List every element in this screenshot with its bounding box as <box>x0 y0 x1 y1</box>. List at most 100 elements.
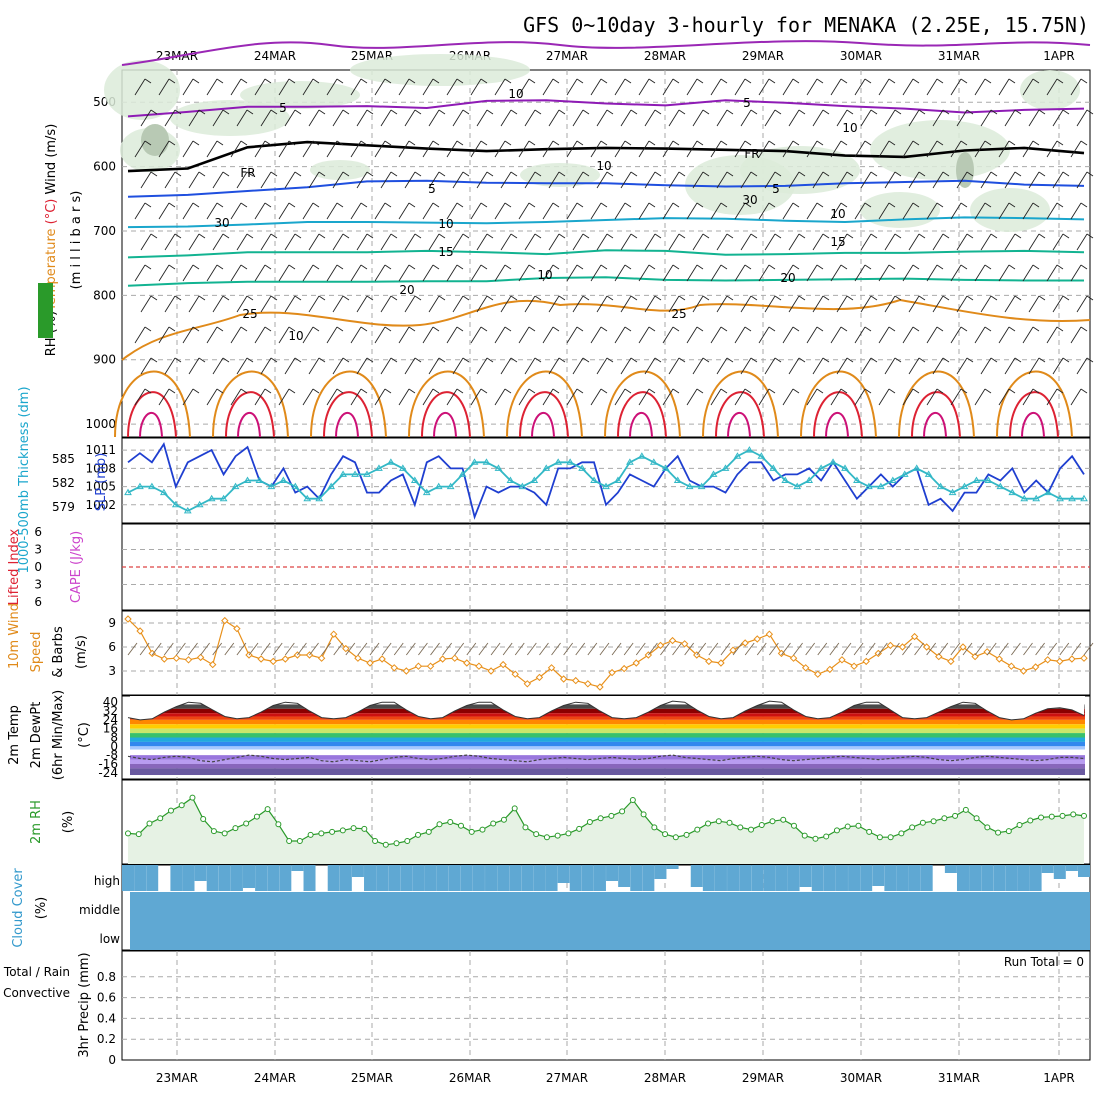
wind-speed-point <box>1043 656 1052 664</box>
cloud-high-bar <box>339 865 352 891</box>
wind-barb <box>284 171 296 189</box>
wind-barb <box>336 326 344 332</box>
contour-label: 10 <box>596 159 611 173</box>
thickness-point <box>769 464 778 471</box>
contour-label: 20 <box>780 271 795 285</box>
wind-barb <box>572 233 584 251</box>
wind-barb <box>782 202 794 220</box>
wind-barb <box>798 109 806 115</box>
wind-barb <box>870 233 878 239</box>
wind-barb <box>878 78 890 96</box>
wind-barb <box>1046 78 1058 96</box>
wind-barb <box>792 202 800 208</box>
wind-barb <box>596 295 608 313</box>
wind-barb <box>854 388 866 406</box>
rh-point <box>490 820 497 827</box>
rh-point <box>415 831 422 838</box>
thickness-point <box>685 482 694 490</box>
thickness-point <box>817 464 825 471</box>
wind-barb <box>288 78 296 84</box>
wind-barb <box>576 140 584 146</box>
wind-barb <box>798 233 806 239</box>
wind-barb <box>792 264 800 270</box>
cloud-high-bar <box>279 865 292 891</box>
wind-barb <box>1008 264 1016 270</box>
wind-barb <box>572 171 584 189</box>
wind-barb <box>150 357 158 363</box>
wind-barb <box>974 388 986 406</box>
rh-point <box>533 831 540 838</box>
wind-barb <box>466 642 477 656</box>
wind-barb <box>230 388 242 406</box>
wind-barb <box>902 140 914 158</box>
rh-point <box>973 815 980 822</box>
wind-barb <box>222 171 230 177</box>
wind-barb <box>548 295 560 313</box>
wind-ylabel: 10m Wind <box>7 603 22 669</box>
wind-barb <box>1062 109 1070 115</box>
wind-barb <box>624 388 632 394</box>
rh-point <box>350 825 357 832</box>
wind-barb <box>254 140 266 158</box>
thickness-point <box>518 482 527 490</box>
wind-barb <box>888 388 896 394</box>
wind-barb <box>870 295 878 301</box>
wind-barb <box>236 233 248 251</box>
wind-barb <box>408 388 416 394</box>
wind-barb <box>222 295 230 301</box>
pressure-tick-label: 700 <box>93 224 116 238</box>
wind-barb <box>644 109 656 127</box>
wind-barb <box>542 326 554 344</box>
wind-speed-point <box>269 657 277 666</box>
wind-barb <box>1022 388 1034 406</box>
date-label-bottom: 26MAR <box>449 1071 491 1085</box>
wind-barb <box>470 78 482 96</box>
thickness-point <box>482 458 491 465</box>
wind-barb <box>647 642 658 656</box>
thickness-point <box>649 458 658 465</box>
lifted-index-tick-label: 6 <box>34 595 42 609</box>
wind-speed-point <box>632 659 640 667</box>
wind-barb <box>956 233 968 251</box>
wind-barb <box>144 264 152 270</box>
slp-tick-label: 1008 <box>85 461 116 475</box>
wind-barb <box>558 295 566 301</box>
wind-barb <box>140 233 152 251</box>
wind-barb <box>510 357 518 363</box>
wind-barb <box>470 140 482 158</box>
thickness-point <box>912 464 921 471</box>
wind-barb <box>1023 642 1033 656</box>
thickness-point <box>255 476 264 483</box>
wind-speed-point <box>705 657 713 666</box>
wind-barb <box>950 264 962 282</box>
wind-barb <box>672 264 680 270</box>
wind-barb <box>216 264 224 270</box>
wind-barb <box>599 642 610 656</box>
cloud-high-bar <box>908 865 921 891</box>
wind-barb <box>216 78 224 84</box>
wind-barb <box>846 171 854 177</box>
wind-barb <box>956 109 968 127</box>
wind-barb <box>966 295 974 301</box>
wind-barb <box>188 642 198 656</box>
wind-barb <box>192 264 200 270</box>
wind-barb <box>380 233 392 251</box>
wind-barb <box>606 233 614 239</box>
wind-barb <box>168 264 176 270</box>
wind-barb <box>390 295 398 301</box>
wind-barb <box>716 109 728 127</box>
wind-barb <box>980 233 992 251</box>
wind-barb <box>504 78 512 84</box>
wind-barb <box>428 357 440 375</box>
wind-speed-point <box>668 636 677 645</box>
wind-barb <box>1038 233 1046 239</box>
wind-barb <box>660 642 670 656</box>
wind-barb <box>163 642 174 656</box>
wind-barb <box>936 388 944 394</box>
wind-barb <box>332 109 344 127</box>
wind-barb <box>260 295 272 313</box>
wind-barb <box>480 388 488 394</box>
wind-barb <box>192 78 200 84</box>
wind-barb <box>572 357 584 375</box>
rh-point <box>748 826 755 833</box>
